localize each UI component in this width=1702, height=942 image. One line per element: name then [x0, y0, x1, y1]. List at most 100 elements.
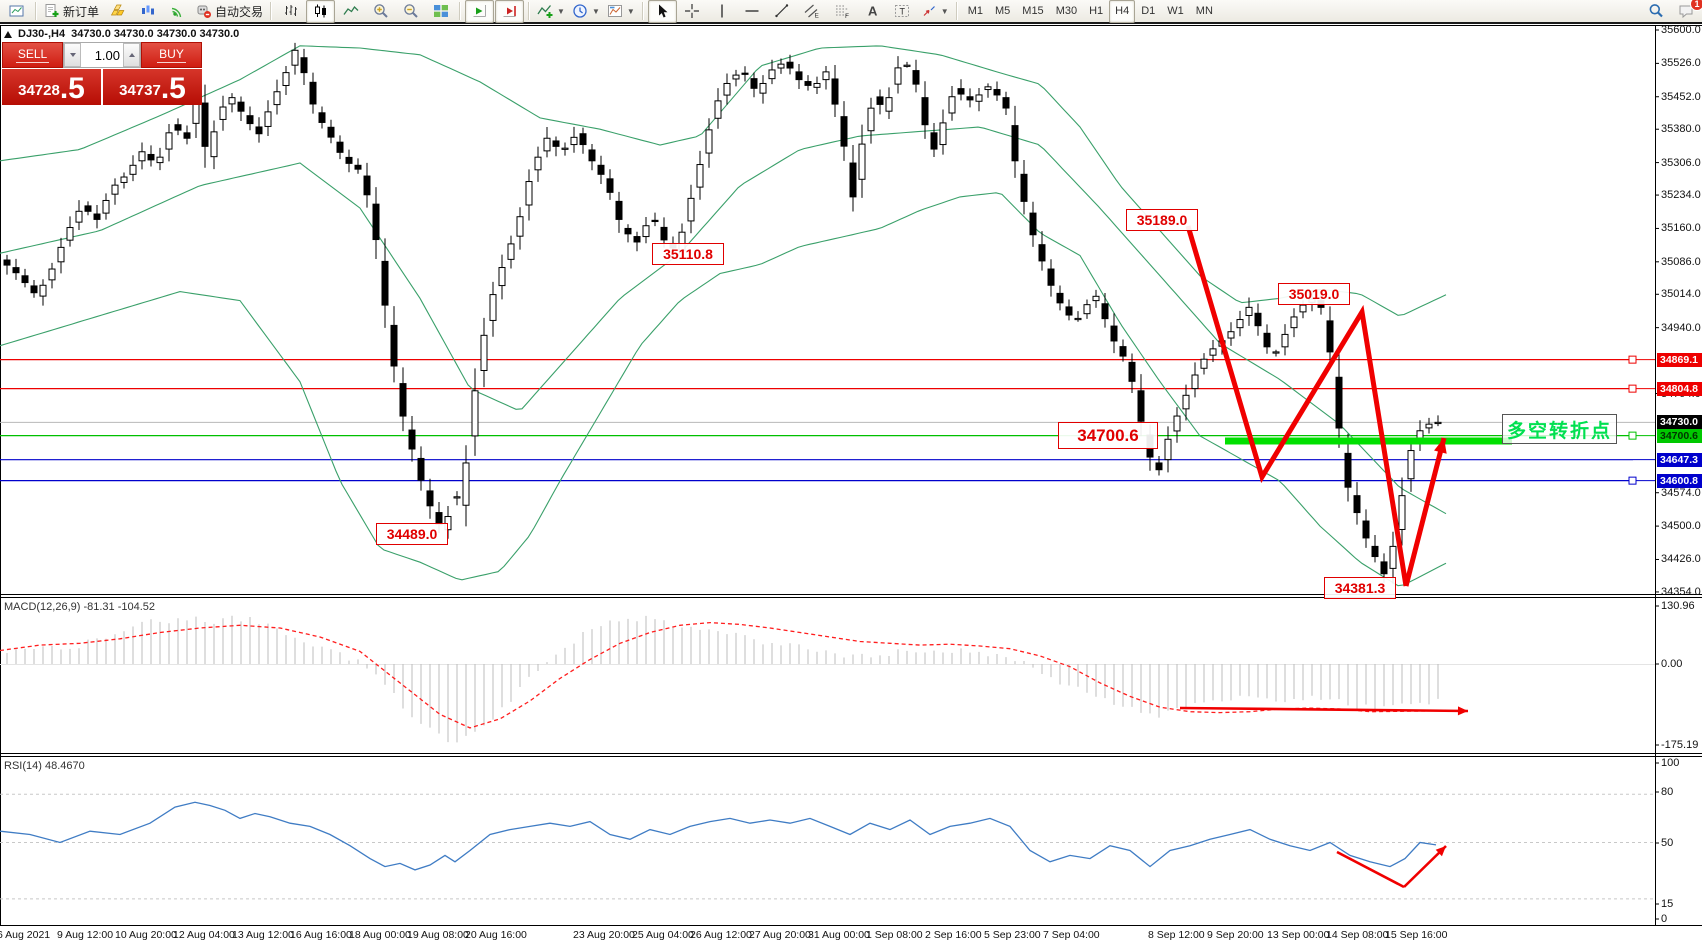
toolbar-separator	[641, 2, 644, 20]
timeframe-button-mn[interactable]: MN	[1195, 5, 1213, 17]
charts-window-icon[interactable]	[2, 0, 31, 23]
toolbar-separator	[270, 2, 273, 20]
toolbar-separator	[35, 2, 37, 20]
volume-input[interactable]	[81, 43, 123, 67]
buy-label: BUY	[157, 47, 186, 63]
zoom-out-button[interactable]	[396, 0, 425, 23]
buy-price[interactable]: 34737.5	[103, 69, 202, 105]
channel-tool-button[interactable]: E	[798, 0, 827, 23]
svg-text:A: A	[868, 4, 878, 19]
label-tool-button[interactable]: T	[888, 0, 917, 23]
price-tag: 34730.0	[1657, 415, 1702, 430]
note-text-box[interactable]: 多空转折点	[1502, 414, 1617, 444]
cursor-tool-button[interactable]	[647, 0, 677, 23]
tile-windows-icon	[433, 3, 449, 19]
price-axis-tick: 35600.0	[1661, 24, 1701, 36]
price-annotation[interactable]: 35110.8	[652, 243, 724, 265]
sell-label: SELL	[15, 47, 50, 63]
candlestick-chart-button[interactable]	[306, 0, 336, 23]
price-tag: 34804.8	[1657, 381, 1702, 396]
tile-windows-button[interactable]	[426, 0, 455, 23]
time-axis-label: 10 Aug 20:00	[115, 929, 177, 941]
new-chart-icon	[140, 3, 156, 19]
horizontal-line-tool-button[interactable]	[738, 0, 767, 23]
time-axis-label: 19 Aug 08:00	[407, 929, 469, 941]
time-axis-label: 27 Aug 20:00	[749, 929, 811, 941]
chart-window-icon	[9, 3, 25, 19]
timeframe-button-m5[interactable]: M5	[995, 5, 1011, 17]
zoom-out-icon	[403, 3, 419, 19]
sell-price[interactable]: 34728.5	[2, 69, 101, 105]
timeframe-button-m1[interactable]: M1	[967, 5, 983, 17]
time-axis-label: 20 Aug 16:00	[465, 929, 527, 941]
market-watch-button[interactable]	[103, 0, 132, 23]
price-tag: 34869.1	[1657, 352, 1702, 367]
macd-label: MACD(12,26,9) -81.31 -104.52	[4, 601, 156, 613]
rsi-axis-tick: 100	[1661, 757, 1680, 769]
timeframe-button-m15[interactable]: M15	[1022, 5, 1044, 17]
crosshair-tool-button[interactable]	[678, 0, 707, 23]
bar-chart-button[interactable]	[276, 0, 305, 23]
chevron-down-icon: ▼	[626, 6, 635, 16]
chart-shift-icon	[502, 3, 518, 19]
auto-scroll-icon	[472, 3, 488, 19]
line-chart-icon	[343, 3, 359, 19]
trendline-tool-button[interactable]	[768, 0, 797, 23]
search-button[interactable]	[1641, 0, 1670, 23]
price-annotation[interactable]: 35019.0	[1278, 283, 1350, 305]
signals-button[interactable]	[163, 0, 192, 23]
buy-button[interactable]: BUY	[141, 42, 202, 68]
chevron-down-icon: ▼	[591, 6, 600, 16]
time-axis-label: 1 Sep 08:00	[866, 929, 923, 941]
auto-scroll-button[interactable]	[465, 0, 495, 23]
new-order-icon	[44, 3, 60, 19]
zoom-in-button[interactable]	[366, 0, 395, 23]
vertical-line-icon	[714, 3, 730, 19]
indicators-dropdown[interactable]: ▼	[534, 0, 568, 23]
shapes-dropdown[interactable]: ▼	[918, 0, 952, 23]
timeframe-button-h1[interactable]: H1	[1089, 5, 1104, 17]
timeframe-button-w1[interactable]: W1	[1167, 5, 1184, 17]
line-chart-button[interactable]	[336, 0, 365, 23]
new-order-button[interactable]: 新订单	[41, 0, 102, 23]
chart-shift-button[interactable]	[495, 0, 525, 23]
price-annotation[interactable]: 35189.0	[1126, 209, 1198, 231]
svg-text:T: T	[900, 7, 906, 17]
new-chart-button[interactable]	[133, 0, 162, 23]
price-axis-tick: 35014.0	[1661, 288, 1701, 301]
time-axis-label: 13 Sep 00:00	[1267, 929, 1330, 941]
fibonacci-tool-button[interactable]: F	[828, 0, 857, 23]
price-tag: 34700.6	[1657, 428, 1702, 443]
auto-trading-label: 自动交易	[215, 4, 264, 19]
volume-increase-button[interactable]	[123, 43, 140, 67]
time-axis-label: 16 Aug 16:00	[290, 929, 352, 941]
time-axis-label: 18 Aug 00:00	[349, 929, 411, 941]
triangle-up-icon	[128, 53, 135, 57]
crosshair-icon	[684, 3, 700, 19]
time-axis-label: 15 Sep 16:00	[1385, 929, 1448, 941]
symbol-title: DJ30-,H4	[18, 28, 66, 40]
horizontal-line-icon	[744, 3, 760, 19]
timeframe-button-d1[interactable]: D1	[1141, 5, 1156, 17]
sell-price-main: 34728	[18, 82, 60, 99]
macd-axis-tick: 130.96	[1661, 600, 1695, 612]
rsi-label: RSI(14) 48.4670	[4, 760, 85, 772]
periods-dropdown[interactable]: ▼	[569, 0, 603, 23]
price-annotation[interactable]: 34700.6	[1058, 422, 1158, 449]
vertical-line-tool-button[interactable]	[708, 0, 737, 23]
timeframe-button-h4[interactable]: H4	[1109, 0, 1136, 23]
text-tool-button[interactable]: A	[858, 0, 887, 23]
volume-decrease-button[interactable]	[64, 43, 81, 67]
time-axis-label: 9 Aug 12:00	[57, 929, 114, 941]
templates-dropdown[interactable]: ▼	[604, 0, 638, 23]
sell-button[interactable]: SELL	[2, 42, 63, 68]
rsi-axis-tick: 15	[1661, 898, 1674, 910]
timeframe-button-m30[interactable]: M30	[1055, 5, 1078, 17]
price-annotation[interactable]: 34489.0	[376, 523, 448, 545]
time-axis-label: 8 Sep 12:00	[1148, 929, 1205, 941]
price-annotation[interactable]: 34381.3	[1324, 577, 1396, 599]
auto-trading-button[interactable]: 自动交易	[193, 0, 266, 23]
price-axis-tick: 35526.0	[1661, 57, 1701, 70]
notifications-button[interactable]: 1	[1671, 0, 1702, 23]
